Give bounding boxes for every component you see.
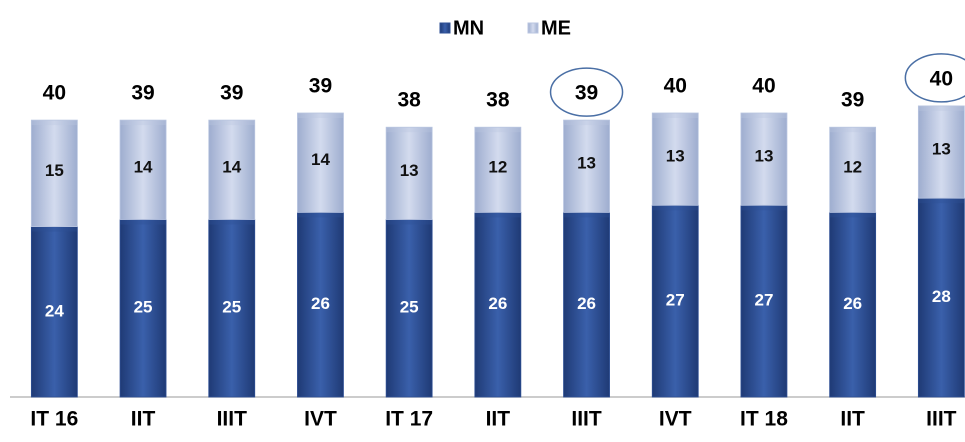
bar-cap [474,127,521,133]
total-label: 39 [131,82,154,105]
highlight-circle [904,53,965,103]
bar-segment [651,204,699,398]
total-label: 40 [752,75,775,98]
bar-cap [740,205,787,211]
x-tick-label: IIT [840,408,865,431]
bar-cap [563,120,610,126]
x-tick-label: IVT [304,408,337,431]
segment-label: 13 [400,161,419,180]
bar-cap [297,212,344,218]
bar-cap [474,212,521,218]
bar-segment [474,126,522,213]
segment-label: 26 [311,294,330,313]
legend-label: ME [541,17,571,39]
bar-cap [829,127,876,133]
segment-label: 25 [400,298,419,317]
segment-label: 13 [577,154,596,173]
bar-segment [740,204,788,398]
bar-cap [120,120,167,126]
segment-label: 27 [666,291,685,310]
bar-cap [652,205,699,211]
bar-segment [297,112,344,213]
bar-cap [386,127,433,133]
bar-segment [651,112,699,206]
x-tick-label: IIIT [571,408,602,431]
segment-label: 14 [222,157,241,176]
bar-segment [917,105,965,199]
legend-swatch [527,22,539,34]
x-tick-label: IT 17 [385,408,433,431]
segment-label: 13 [754,147,773,166]
total-label: 39 [309,75,332,98]
bar-segment [829,211,877,398]
bar-cap [208,219,255,225]
bar-segment [208,119,256,220]
x-tick-label: IIIT [217,408,248,431]
bar-cap [829,212,876,218]
segment-label: 27 [754,291,773,310]
segment-label: 28 [932,287,951,306]
x-tick-label: IVT [659,408,692,431]
bar-cap [918,105,965,111]
segment-label: 13 [932,140,951,159]
bar-segment [119,119,167,220]
bar-segment [30,119,78,227]
bar-segment [917,197,965,398]
legend-swatch [439,22,451,34]
bar-cap [918,198,965,204]
segment-label: 15 [45,161,64,180]
bar-segment [829,126,877,213]
total-label: 38 [397,89,421,112]
total-label: 38 [486,89,510,112]
legend-label: MN [453,17,484,39]
bar-segment [385,126,433,220]
total-label: 40 [664,75,687,98]
x-tick-label: IIT [486,408,511,431]
bar-segment [208,219,256,398]
x-tick-label: IIIT [926,408,957,431]
segment-label: 12 [843,157,862,176]
x-tick-label: IT 18 [740,408,788,431]
segment-label: 13 [666,147,685,166]
segment-label: 26 [843,294,862,313]
total-label: 40 [930,67,953,90]
bar-cap [31,226,78,232]
bar-segment [563,119,610,213]
bar-segment [563,211,610,398]
bar-segment [740,112,788,206]
bar-cap [386,219,433,225]
segment-label: 14 [311,150,330,169]
x-tick-label: IIT [131,408,156,431]
bar-cap [208,120,255,126]
bar-cap [120,219,167,225]
segment-label: 26 [577,294,596,313]
bar-segment [385,219,433,398]
bar-cap [740,113,787,118]
bar-cap [31,120,78,126]
total-label: 39 [220,82,243,105]
segment-label: 12 [488,157,507,176]
segment-label: 14 [134,157,153,176]
bar-cap [563,212,610,218]
total-label: 39 [841,89,864,112]
bar-cap [297,113,344,118]
total-label: 39 [575,82,598,105]
total-label: 40 [43,82,66,105]
segment-label: 26 [488,294,507,313]
bar-segment [30,226,78,398]
bar-segment [297,211,344,398]
segment-label: 25 [222,298,241,317]
segment-label: 24 [45,301,64,320]
bar-segment [474,211,522,398]
x-tick-label: IT 16 [30,408,78,431]
highlight-circle [549,67,624,117]
bar-cap [652,113,699,118]
segment-label: 25 [134,298,153,317]
